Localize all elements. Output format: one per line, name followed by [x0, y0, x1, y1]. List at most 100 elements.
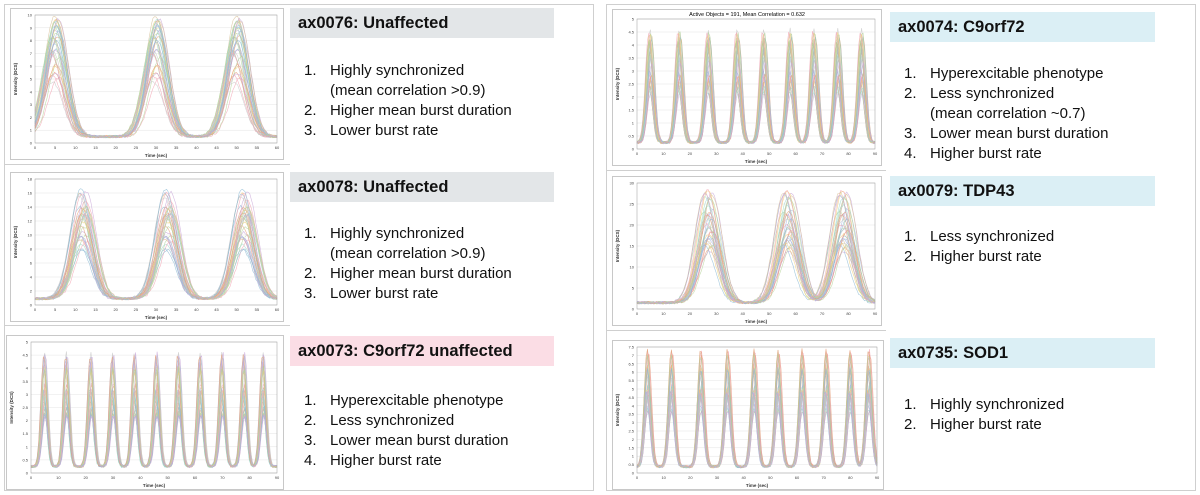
x-tick-label: 55	[255, 307, 260, 312]
x-tick-label: 55	[255, 145, 260, 150]
list-item: 4. Higher burst rate	[304, 452, 442, 469]
trace-line	[636, 244, 876, 305]
y-tick-label: 0.5	[22, 457, 28, 462]
x-tick-label: 45	[214, 307, 219, 312]
x-tick-label: 0	[34, 145, 37, 150]
list-item: (mean correlation >0.9)	[330, 245, 486, 262]
x-tick-label: 90	[875, 475, 880, 480]
x-tick-label: 50	[234, 145, 239, 150]
findings-list: 1. Less synchronized 2. Higher burst rate	[904, 227, 1194, 267]
x-tick-label: 25	[134, 307, 139, 312]
y-tick-label: 14	[28, 205, 33, 210]
x-tick-label: 20	[113, 307, 118, 312]
panel-header: ax0073: C9orf72 unaffected	[290, 336, 554, 366]
list-item: (mean correlation ~0.7)	[930, 105, 1086, 122]
trace-line	[636, 244, 876, 305]
trace-line	[34, 209, 278, 301]
trace-line	[34, 72, 278, 139]
y-tick-label: 8	[30, 247, 33, 252]
x-tick-label: 20	[113, 145, 118, 150]
y-tick-label: 5	[632, 387, 635, 392]
y-tick-label: 2	[26, 418, 29, 423]
x-tick-label: 30	[714, 311, 719, 316]
trace-line	[636, 213, 876, 305]
x-tick-label: 30	[154, 307, 159, 312]
x-tick-label: 0	[636, 311, 639, 316]
x-tick-label: 50	[234, 307, 239, 312]
list-item: 3. Lower mean burst duration	[304, 432, 509, 449]
chart-svg: 7.5 7 6.5 6 5.5 5 4.5 4 3.5 3 2.5 2 1.5 1 0.5 00 10 20 30 4…	[615, 345, 880, 489]
x-tick-label: 10	[661, 151, 666, 156]
y-tick-label: 6	[30, 261, 33, 266]
x-tick-label: 40	[741, 151, 746, 156]
trace-line	[34, 248, 278, 301]
x-tick-label: 0	[30, 475, 33, 480]
trace-line	[636, 192, 876, 305]
list-item: 2. Less synchronized	[904, 85, 1055, 102]
y-tick-label: 2.5	[628, 82, 634, 87]
x-tick-label: 40	[741, 475, 746, 480]
trace-line	[34, 15, 278, 139]
x-tick-label: 90	[873, 311, 878, 316]
x-tick-label: 40	[138, 475, 143, 480]
trace-line	[34, 214, 278, 301]
y-tick-label: 4	[30, 89, 33, 94]
trace-line	[636, 217, 876, 305]
x-tick-label: 35	[174, 307, 179, 312]
panel-header: ax0079: TDP43	[890, 176, 1155, 206]
list-item: 3. Lower mean burst duration	[904, 125, 1109, 142]
plot-area	[636, 18, 876, 150]
x-tick-label: 45	[214, 145, 219, 150]
x-tick-label: 10	[661, 475, 666, 480]
y-tick-label: 7	[632, 353, 635, 358]
y-tick-label: 6	[30, 64, 33, 69]
x-tick-label: 60	[793, 311, 798, 316]
x-tick-label: 20	[83, 475, 88, 480]
y-tick-label: 5	[30, 77, 33, 82]
x-tick-label: 90	[873, 151, 878, 156]
list-item: (mean correlation >0.9)	[330, 82, 486, 99]
x-tick-label: 20	[688, 151, 693, 156]
y-tick-label: 2.5	[22, 405, 28, 410]
x-tick-label: 80	[848, 475, 853, 480]
x-tick-label: 20	[688, 475, 693, 480]
x-tick-label: 35	[174, 145, 179, 150]
y-tick-label: 4.5	[628, 395, 634, 400]
trace-line	[636, 246, 876, 305]
x-tick-label: 90	[275, 475, 280, 480]
chart-svg: 5 4.5 4 3.5 3 2.5 2 1.5 1 0.5 00 10 20 30 40 50 60 70 80 90…	[9, 340, 280, 489]
y-tick-label: 25	[630, 202, 635, 207]
y-tick-label: 4.5	[22, 353, 28, 358]
burst-chart: Active Objects = 191, Mean Correlation =…	[612, 9, 882, 166]
list-item: 1. Highly synchronized	[904, 396, 1065, 413]
y-tick-label: 7	[30, 51, 33, 56]
list-item: 2. Higher burst rate	[904, 416, 1042, 433]
trace-line	[34, 239, 278, 301]
y-tick-label: 10	[28, 233, 33, 238]
x-tick-label: 20	[688, 311, 693, 316]
row-separator	[4, 164, 290, 165]
x-tick-label: 80	[247, 475, 252, 480]
y-tick-label: 0	[30, 141, 33, 146]
x-tick-label: 40	[741, 311, 746, 316]
y-tick-label: 3.5	[628, 56, 634, 61]
y-tick-label: 2	[30, 115, 33, 120]
x-axis-label: Time (sec)	[145, 315, 168, 320]
y-tick-label: 1.5	[628, 108, 634, 113]
panel-header: ax0078: Unaffected	[290, 172, 554, 202]
x-tick-label: 80	[846, 151, 851, 156]
list-item: 1. Less synchronized	[904, 228, 1055, 245]
trace-line	[636, 210, 876, 305]
trace-line	[30, 368, 278, 468]
burst-chart: 5 4.5 4 3.5 3 2.5 2 1.5 1 0.5 0 0 10 20 30 40 50 60 70 80 90…	[6, 335, 284, 490]
y-axis-label: Intensity (DCS)	[13, 62, 18, 95]
findings-list: 1. Hyperexcitable phenotype 2. Less synchr…	[304, 391, 584, 471]
trace-line	[637, 31, 876, 144]
x-axis-label: Time (sec)	[143, 483, 166, 488]
y-tick-label: 10	[28, 13, 33, 18]
y-tick-label: 30	[630, 181, 635, 186]
trace-line	[34, 71, 278, 138]
y-tick-label: 3	[30, 102, 33, 107]
